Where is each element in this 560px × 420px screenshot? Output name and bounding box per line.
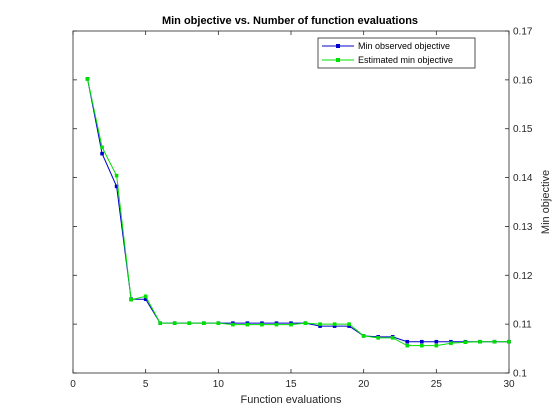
legend-label-estimated: Estimated min objective (358, 55, 453, 65)
legend-box (317, 37, 476, 69)
data-point-1 (303, 321, 308, 325)
legend-marker-estimated (336, 58, 340, 62)
y-tick-label: 0.14 (513, 173, 533, 184)
data-point-1 (129, 297, 133, 302)
data-point-1 (100, 145, 104, 150)
data-point-1 (274, 322, 279, 327)
data-point-1 (187, 321, 192, 325)
data-point-1 (507, 339, 511, 344)
y-tick-label: 0.11 (513, 320, 532, 331)
x-tick-label: 5 (143, 379, 149, 390)
data-point-1 (172, 321, 177, 325)
data-point-1 (158, 321, 162, 325)
data-point-0 (332, 324, 337, 328)
data-point-1 (361, 334, 366, 338)
y-tick-label: 0.13 (513, 222, 533, 233)
y-tick-label: 0.16 (513, 75, 533, 86)
y-tick-label: 0.17 (513, 27, 533, 38)
data-point-0 (318, 324, 322, 328)
x-tick-label: 25 (431, 379, 443, 390)
y-tick-label: 0.1 (513, 369, 527, 380)
data-point-1 (405, 343, 410, 348)
series-layer (85, 77, 511, 348)
data-point-1 (492, 339, 497, 344)
data-point-1 (390, 336, 395, 340)
chart-title: Min objective vs. Number of function eva… (162, 15, 418, 27)
x-axis-label: Function evaluations (241, 394, 342, 406)
data-point-1 (318, 322, 322, 326)
data-point-1 (289, 322, 293, 327)
legend-label-min-observed: Min observed objective (358, 41, 450, 51)
data-point-0 (143, 297, 148, 302)
x-tick-label: 15 (285, 379, 297, 390)
data-point-1 (478, 339, 482, 344)
data-point-1 (449, 341, 453, 345)
data-point-0 (100, 151, 104, 156)
data-point-1 (216, 321, 221, 325)
x-tick-label: 20 (358, 379, 370, 390)
y-axis-label: Min objective (540, 170, 552, 234)
data-point-1 (260, 322, 264, 327)
x-axis: 0 5 10 15 20 25 30 (70, 31, 515, 390)
data-point-1 (143, 294, 148, 299)
data-point-1 (347, 322, 351, 326)
data-point-0 (347, 324, 351, 328)
data-point-0 (405, 339, 410, 344)
data-point-0 (420, 339, 424, 344)
x-tick-label: 30 (503, 379, 515, 390)
data-point-1 (114, 173, 119, 178)
data-point-1 (434, 343, 439, 348)
data-point-0 (114, 184, 119, 189)
y-tick-label: 0.12 (513, 271, 533, 282)
data-point-1 (85, 77, 90, 81)
y-axis: 0.1 0.11 0.12 0.13 0.14 0.15 0.16 0.17 (73, 27, 533, 380)
data-point-1 (332, 322, 337, 326)
data-point-1 (245, 322, 250, 327)
data-point-1 (420, 343, 424, 348)
legend-marker-min-observed (336, 44, 340, 48)
data-point-1 (376, 336, 380, 340)
data-point-1 (202, 321, 206, 325)
series-line-1 (87, 78, 509, 347)
data-point-1 (463, 340, 468, 345)
x-tick-label: 10 (213, 379, 225, 390)
plot-area-frame (72, 30, 510, 374)
data-point-0 (434, 339, 439, 344)
legend: Min observed objective Estimated min obj… (317, 37, 476, 69)
y-tick-label: 0.15 (513, 124, 533, 135)
data-point-1 (231, 322, 235, 327)
x-tick-label: 0 (70, 379, 76, 390)
